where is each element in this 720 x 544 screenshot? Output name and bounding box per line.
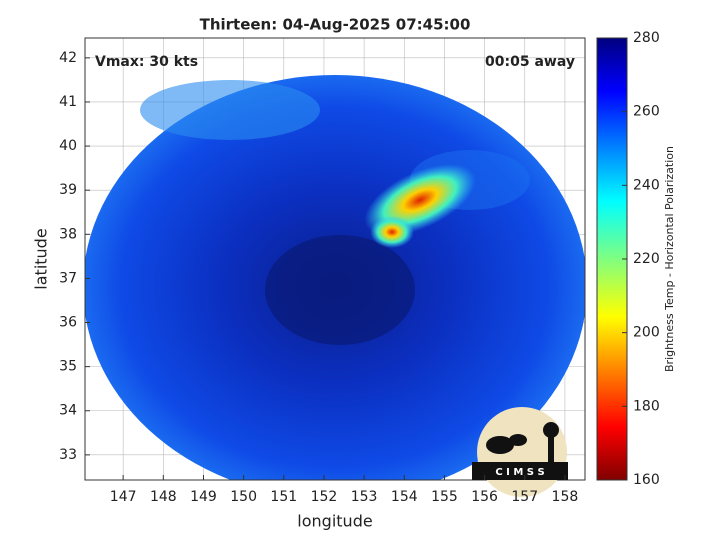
y-tick-label: 40 — [59, 138, 77, 154]
x-tick-label: 151 — [270, 489, 297, 505]
x-axis-label: longitude — [297, 512, 372, 531]
x-tick-label: 149 — [190, 489, 217, 505]
x-tick-label: 150 — [230, 489, 257, 505]
warm-band — [140, 80, 320, 140]
colorbar-tick-label: 240 — [633, 177, 660, 193]
x-tick-label: 155 — [431, 489, 458, 505]
colorbar-tick-label: 260 — [633, 104, 660, 120]
colorbar-tick-label: 280 — [633, 30, 660, 46]
x-tick-label: 148 — [150, 489, 177, 505]
y-tick-label: 36 — [59, 315, 77, 331]
plot-frame — [84, 37, 586, 481]
x-tick-label: 152 — [311, 489, 338, 505]
logo-text: C I M S S — [495, 467, 544, 478]
y-tick-label: 34 — [59, 403, 77, 419]
colorbar-tick-label: 200 — [633, 325, 660, 341]
imagery — [85, 75, 585, 480]
annotation: 00:05 away — [485, 54, 575, 70]
annotation: Vmax: 30 kts — [95, 54, 198, 70]
x-tick-label: 153 — [351, 489, 378, 505]
y-tick-label: 37 — [59, 270, 77, 286]
colorbar-label: Brightness Temp - Horizontal Polarizatio… — [663, 146, 676, 372]
colorbar-tick-label: 180 — [633, 398, 660, 414]
x-tick-label: 158 — [552, 489, 579, 505]
y-tick-label: 42 — [59, 50, 77, 66]
y-tick-label: 38 — [59, 226, 77, 242]
y-tick-label: 41 — [59, 94, 77, 110]
y-tick-label: 35 — [59, 359, 77, 375]
x-tick-label: 157 — [511, 489, 538, 505]
x-tick-label: 156 — [471, 489, 498, 505]
colorbar-tick-label: 160 — [633, 472, 660, 488]
convection — [370, 216, 414, 248]
chart-title: Thirteen: 04-Aug-2025 07:45:00 — [200, 16, 471, 34]
logo: C I M S S — [472, 407, 568, 497]
y-axis-label: latitude — [32, 228, 51, 289]
dark-core — [265, 235, 415, 345]
x-tick-label: 154 — [391, 489, 418, 505]
x-tick-label: 147 — [110, 489, 137, 505]
y-tick-label: 33 — [59, 447, 77, 463]
y-tick-label: 39 — [59, 182, 77, 198]
colorbar-tick-label: 220 — [633, 251, 660, 267]
